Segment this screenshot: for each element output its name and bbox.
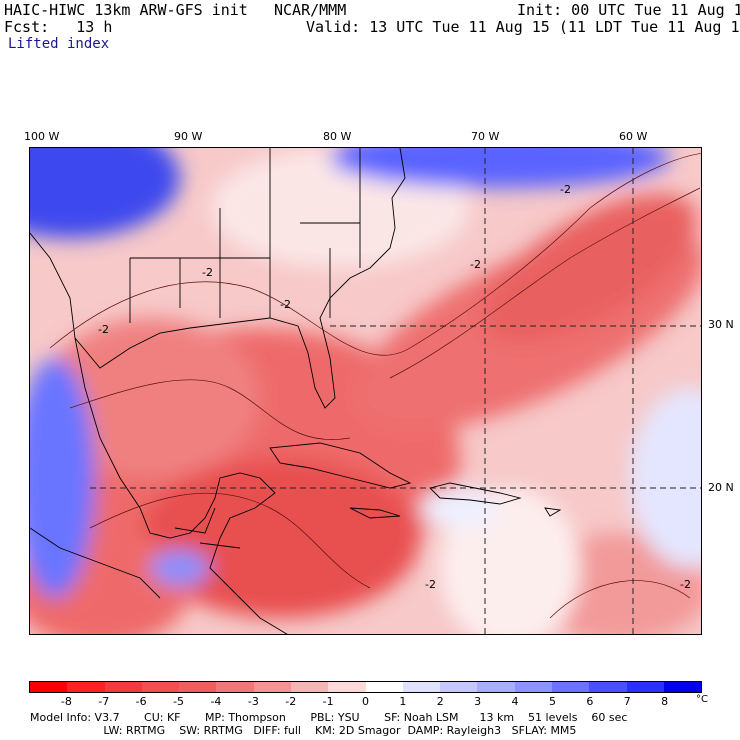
model-title: HAIC-HIWC 13km ARW-GFS init [4,1,248,19]
lon-label-80w: 80 W [323,130,352,143]
contour-label: -2 [470,258,481,271]
lon-label-70w: 70 W [471,130,500,143]
contour-label: -2 [98,323,109,336]
colorbar-unit: °C [696,694,708,705]
colorbar-tick-label: -4 [210,695,222,708]
colorbar-swatch [551,682,590,692]
colorbar-swatch [514,682,552,692]
colorbar-tick-label: 7 [623,695,631,708]
model-info-line1: Model Info: V3.7 CU: KF MP: Thompson PBL… [30,711,628,724]
colorbar-tick-label: 3 [474,695,482,708]
colorbar-swatch [141,682,180,692]
colorbar-swatch [440,682,478,692]
colorbar-tick-label: -2 [285,695,297,708]
contour-lines [49,153,701,619]
contour-label: -2 [560,183,571,196]
colorbar-swatch [179,682,217,692]
colorbar-tick-label: -7 [98,695,110,708]
colorbar-swatch [67,682,105,692]
colorbar-tick-label: 5 [548,695,556,708]
lon-label-100w: 100 W [24,130,60,143]
lat-label-30n: 30 N [708,318,734,331]
lat-lon-grid [90,148,701,634]
contour-label: -2 [280,298,291,311]
colorbar-swatch [477,682,515,692]
colorbar-tick-label: 8 [661,695,669,708]
colorbar-swatch [216,682,254,692]
colorbar-tick-label: 2 [436,695,444,708]
colorbar-swatch [30,682,68,692]
model-info-line2: LW: RRTMG SW: RRTMG DIFF: full KM: 2D Sm… [30,724,577,737]
field-name: Lifted index [8,36,110,52]
map-canvas: -2 -2 -2 -2 -2 -2 -2 [30,148,701,634]
forecast-hour: Fcst: 13 h [4,18,113,36]
colorbar-swatch [365,682,403,692]
init-time: Init: 00 UTC Tue 11 Aug 15 [517,1,740,19]
lat-label-20n: 20 N [708,481,734,494]
colorbar-tick-label: -6 [135,695,147,708]
valid-time: Valid: 13 UTC Tue 11 Aug 15 (11 LDT Tue … [306,18,740,36]
colorbar-tick-label: 6 [586,695,594,708]
colorbar-swatch [253,682,291,692]
colorbar-swatch [663,682,702,692]
colorbar-tick-label: -1 [322,695,334,708]
colorbar-swatch [402,682,441,692]
contour-label: -2 [425,578,436,591]
lon-label-90w: 90 W [174,130,203,143]
colorbar-swatch [328,682,366,692]
contour-label: -2 [202,266,213,279]
lifted-index-map: -2 -2 -2 -2 -2 -2 -2 [29,147,702,635]
org-label: NCAR/MMM [274,1,347,19]
field-shading [30,148,701,634]
colorbar-tick-label: -5 [173,695,185,708]
colorbar-swatch [290,682,329,692]
lon-label-60w: 60 W [619,130,648,143]
colorbar-tick-label: 0 [362,695,369,708]
colorbar-swatch [626,682,664,692]
coastlines [30,148,562,634]
colorbar-swatch [104,682,142,692]
colorbar-tick-label: -3 [247,695,259,708]
colorbar-tick-label: 1 [399,695,407,708]
colorbar-swatch [589,682,627,692]
colorbar-tick-label: -8 [60,695,72,708]
colorbar [29,681,702,693]
contour-label: -2 [680,578,691,591]
colorbar-tick-label: 4 [511,695,519,708]
